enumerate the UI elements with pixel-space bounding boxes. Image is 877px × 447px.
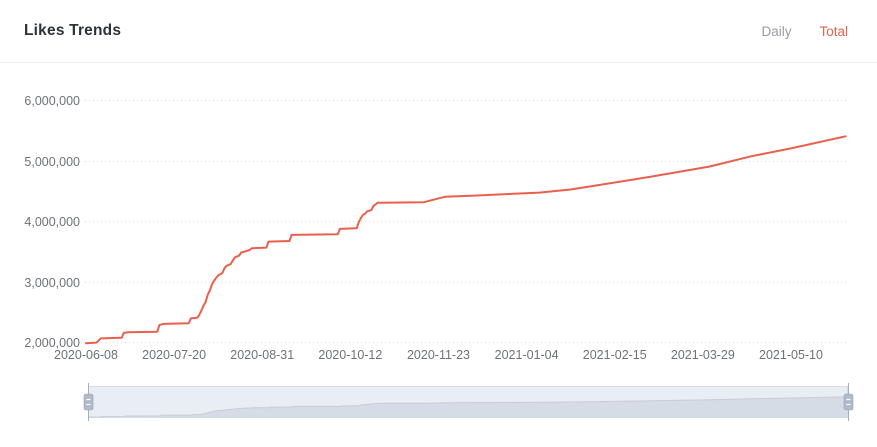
panel-header: Likes Trends Daily Total [0, 0, 877, 62]
y-axis-label: 5,000,000 [24, 155, 80, 169]
y-axis-label: 2,000,000 [24, 336, 80, 350]
x-axis-label: 2020-10-12 [318, 348, 382, 362]
y-axis-label: 4,000,000 [24, 215, 80, 229]
x-axis-label: 2021-03-29 [671, 348, 735, 362]
x-axis-label: 2020-06-08 [54, 348, 118, 362]
total-line-series [85, 135, 847, 345]
x-axis-label: 2020-07-20 [142, 348, 206, 362]
datazoom-shadow-edge [88, 396, 849, 418]
x-axis-label: 2021-05-10 [759, 348, 823, 362]
y-axis-label: 3,000,000 [24, 276, 80, 290]
y-axis-label: 6,000,000 [24, 94, 80, 108]
tab-group: Daily Total [761, 24, 848, 39]
datazoom-right-handle[interactable] [843, 383, 854, 421]
x-axis-label: 2020-11-23 [407, 348, 470, 362]
tab-daily[interactable]: Daily [761, 23, 792, 39]
x-axis-label: 2020-08-31 [230, 348, 294, 362]
datazoom-left-handle[interactable] [83, 383, 94, 421]
page-title: Likes Trends [24, 22, 122, 39]
tab-total[interactable]: Total [819, 23, 848, 39]
header-divider [0, 62, 877, 63]
x-axis-label: 2021-01-04 [495, 348, 559, 362]
datazoom-data-shadow [88, 396, 848, 417]
x-axis-label: 2021-02-15 [583, 348, 647, 362]
